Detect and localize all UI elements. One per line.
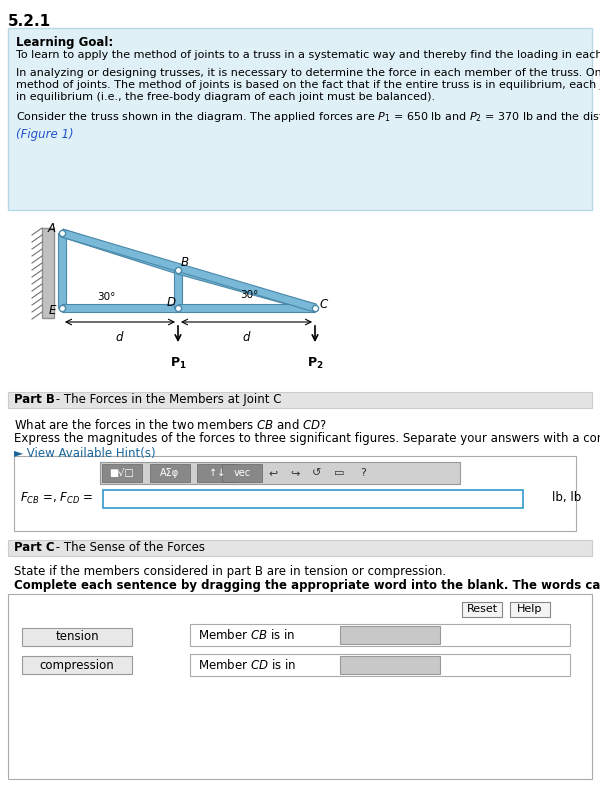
Text: Help: Help: [517, 604, 542, 615]
Text: E: E: [49, 304, 56, 316]
Text: $\mathbf{P_1}$: $\mathbf{P_1}$: [170, 356, 187, 371]
Text: - The Sense of the Forces: - The Sense of the Forces: [52, 541, 205, 554]
Text: Learning Goal:: Learning Goal:: [16, 36, 113, 49]
Text: $\mathbf{P_2}$: $\mathbf{P_2}$: [307, 356, 323, 371]
Bar: [462, 602, 502, 617]
Bar: [8, 540, 592, 556]
Text: vec: vec: [233, 468, 251, 478]
Text: $d$: $d$: [242, 330, 251, 344]
Text: Part B: Part B: [14, 393, 55, 406]
Text: (Figure 1): (Figure 1): [16, 128, 74, 141]
Bar: [510, 602, 550, 617]
Text: in equilibrium (i.e., the free-body diagram of each joint must be balanced).: in equilibrium (i.e., the free-body diag…: [16, 92, 435, 102]
Text: ► View Available Hint(s): ► View Available Hint(s): [14, 447, 155, 460]
Text: - The Forces in the Members at Joint C: - The Forces in the Members at Joint C: [52, 393, 281, 406]
Text: method of joints. The method of joints is based on the fact that if the entire t: method of joints. The method of joints i…: [16, 80, 600, 90]
Bar: [222, 464, 262, 482]
Text: ↪: ↪: [290, 468, 299, 478]
Text: Member $CD$ is in: Member $CD$ is in: [198, 658, 296, 672]
Text: To learn to apply the method of joints to a truss in a systematic way and thereb: To learn to apply the method of joints t…: [16, 50, 600, 60]
Text: Member $CB$ is in: Member $CB$ is in: [198, 628, 295, 642]
Text: AΣφ: AΣφ: [160, 468, 179, 478]
Text: Express the magnitudes of the forces to three significant figures. Separate your: Express the magnitudes of the forces to …: [14, 432, 600, 445]
Text: D: D: [167, 295, 176, 309]
Text: Reset: Reset: [466, 604, 497, 615]
Bar: [42, 228, 54, 318]
Text: A: A: [48, 221, 56, 235]
Polygon shape: [61, 229, 316, 312]
Text: ?: ?: [360, 468, 366, 478]
Text: 30°: 30°: [240, 290, 259, 300]
Text: State if the members considered in part B are in tension or compression.: State if the members considered in part …: [14, 565, 446, 578]
Bar: [103, 490, 523, 508]
Text: Complete each sentence by dragging the appropriate word into the blank. The word: Complete each sentence by dragging the a…: [14, 579, 600, 592]
Polygon shape: [58, 233, 66, 308]
Bar: [22, 656, 132, 674]
Text: tension: tension: [55, 630, 99, 644]
Bar: [22, 628, 132, 646]
Text: $F_{CB}$ =, $F_{CD}$ =: $F_{CB}$ =, $F_{CD}$ =: [20, 490, 93, 505]
Bar: [150, 464, 190, 482]
Text: 30°: 30°: [97, 292, 115, 302]
Bar: [8, 594, 592, 779]
Bar: [340, 656, 440, 674]
Text: In analyzing or designing trusses, it is necessary to determine the force in eac: In analyzing or designing trusses, it is…: [16, 68, 600, 78]
Text: Consider the truss shown in the diagram. The applied forces are $P_1$ = 650 lb a: Consider the truss shown in the diagram.…: [16, 110, 600, 124]
Text: C: C: [320, 297, 328, 311]
Text: ↑↓: ↑↓: [209, 468, 225, 478]
Bar: [14, 456, 576, 531]
Text: $d$: $d$: [115, 330, 125, 344]
Bar: [100, 462, 460, 484]
Text: Part C: Part C: [14, 541, 55, 554]
Bar: [190, 624, 570, 646]
Bar: [340, 626, 440, 644]
Text: What are the forces in the two members $CB$ and $CD$?: What are the forces in the two members $…: [14, 418, 327, 432]
Text: ▭: ▭: [334, 468, 344, 478]
Polygon shape: [61, 229, 179, 274]
Bar: [190, 654, 570, 676]
Bar: [8, 28, 592, 210]
Text: 5.2.1: 5.2.1: [8, 14, 51, 29]
Polygon shape: [174, 270, 182, 308]
Text: compression: compression: [40, 659, 115, 671]
Bar: [102, 464, 142, 482]
Polygon shape: [62, 304, 178, 312]
Bar: [197, 464, 237, 482]
Text: ↺: ↺: [313, 468, 322, 478]
Text: lb, lb: lb, lb: [552, 492, 581, 504]
Text: ↩: ↩: [268, 468, 278, 478]
Text: B: B: [181, 257, 189, 269]
Polygon shape: [178, 304, 315, 312]
Polygon shape: [177, 266, 316, 312]
Bar: [8, 392, 592, 408]
Text: ■√□: ■√□: [110, 468, 134, 478]
